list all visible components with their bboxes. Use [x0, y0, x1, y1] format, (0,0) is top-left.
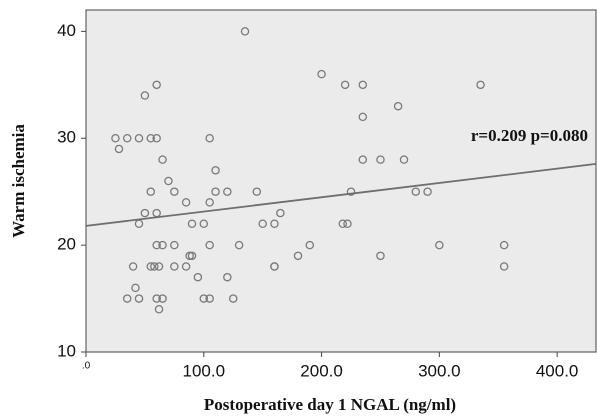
point [152, 133, 161, 143]
point [476, 80, 485, 90]
x-axis-title: Postoperative day 1 NGAL (ng/ml) [204, 395, 456, 414]
point [358, 112, 368, 122]
point [499, 240, 509, 250]
point [152, 240, 161, 250]
point [134, 294, 144, 303]
point [305, 240, 315, 250]
point [393, 101, 403, 111]
point [293, 251, 303, 261]
point [340, 80, 350, 90]
plot-background [85, 9, 597, 353]
point [164, 176, 173, 186]
x-tick-label: 100.0 [183, 361, 226, 380]
point [146, 187, 156, 196]
x-tick-label: .0 [82, 361, 91, 372]
y-tick-label: 30 [57, 128, 76, 147]
point [111, 133, 120, 143]
point [140, 91, 150, 100]
point [187, 219, 197, 228]
point [205, 133, 214, 143]
point [276, 208, 285, 218]
point [152, 294, 161, 303]
point [170, 240, 179, 250]
point [134, 133, 144, 143]
point [181, 198, 191, 207]
y-tick-label: 40 [57, 21, 76, 40]
point [205, 240, 214, 250]
point [185, 251, 194, 261]
annotation: r=0.209 p=0.080 [471, 126, 588, 145]
point [122, 294, 132, 303]
point [199, 294, 209, 303]
point [170, 187, 179, 196]
point [199, 219, 209, 228]
x-tick-label: 200.0 [300, 361, 343, 380]
point [252, 187, 262, 196]
point [258, 219, 267, 228]
point [358, 80, 368, 90]
point [270, 262, 279, 271]
point [128, 262, 138, 271]
point [343, 219, 352, 228]
y-tick-label: 20 [57, 235, 76, 254]
point [346, 187, 356, 196]
point [154, 262, 164, 271]
point [240, 27, 250, 36]
point [270, 219, 279, 228]
y-tick-label: 10 [57, 341, 76, 360]
point [146, 133, 156, 143]
point [158, 155, 167, 164]
point [228, 294, 238, 303]
point [234, 240, 244, 250]
point [211, 166, 220, 175]
x-tick-label: 300.0 [418, 361, 461, 380]
point [358, 155, 368, 164]
point [181, 262, 191, 271]
point [152, 80, 161, 90]
point [158, 240, 167, 250]
point [170, 262, 179, 271]
point [131, 283, 140, 293]
point [435, 240, 444, 250]
point [158, 294, 167, 303]
point [146, 262, 156, 271]
point [193, 272, 203, 282]
point [499, 262, 509, 271]
point [423, 187, 432, 196]
point [205, 198, 214, 207]
x-tick-label: 400.0 [536, 361, 579, 380]
point [317, 69, 326, 79]
fit-line [85, 163, 597, 227]
point [140, 208, 150, 218]
point [114, 144, 124, 154]
point [399, 155, 409, 164]
point [211, 187, 220, 196]
point [411, 187, 421, 196]
point [205, 294, 214, 303]
point [338, 219, 348, 228]
point [187, 251, 197, 261]
point [150, 262, 159, 271]
point [376, 155, 385, 164]
point [223, 187, 232, 196]
point [376, 251, 385, 261]
point [122, 133, 132, 143]
point [223, 272, 232, 282]
y-axis-title: Warm ischemia [9, 124, 28, 238]
point [154, 304, 164, 314]
